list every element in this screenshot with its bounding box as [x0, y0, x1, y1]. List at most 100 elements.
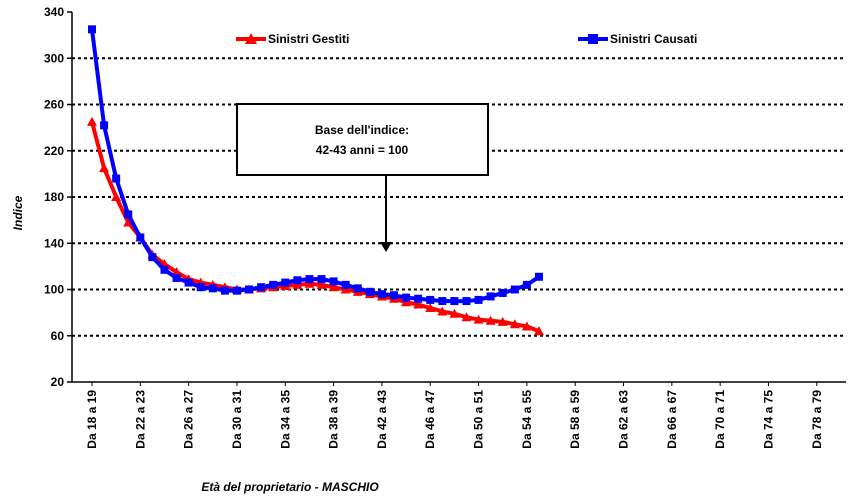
point-sinistri-gestiti-31	[461, 312, 472, 322]
grid-layer	[72, 57, 846, 337]
point-sinistri-causati-12	[232, 286, 241, 295]
point-sinistri-gestiti-19	[316, 279, 327, 289]
point-sinistri-gestiti-1	[99, 163, 110, 173]
point-sinistri-gestiti-2	[111, 192, 122, 201]
x-tick-label-da-30-a-31: Da 30 a 31	[230, 390, 244, 449]
series-sinistri-causati	[88, 25, 543, 306]
point-sinistri-causati-10	[208, 284, 217, 293]
y-tick-label-180: 180	[44, 190, 64, 204]
point-sinistri-causati-22	[353, 284, 362, 293]
x-tick-label-da-22-a-23: Da 22 a 23	[133, 390, 147, 449]
point-sinistri-gestiti-26	[401, 297, 412, 307]
x-tick-label-da-42-a-43: Da 42 a 43	[375, 390, 389, 449]
point-sinistri-gestiti-28	[425, 303, 436, 312]
point-sinistri-causati-7	[172, 273, 181, 282]
legend-marker-sinistri-causati	[588, 34, 598, 44]
point-sinistri-causati-6	[160, 265, 169, 274]
point-sinistri-gestiti-29	[437, 306, 448, 316]
point-sinistri-causati-25	[390, 291, 398, 300]
point-sinistri-causati-33	[486, 292, 495, 301]
x-tick-label-da-46-a-47: Da 46 a 47	[423, 390, 437, 449]
point-sinistri-causati-3	[124, 210, 133, 219]
y-tick-labels: 20 60 100 140 180 220 260 300 340	[44, 5, 64, 389]
x-tick-label-da-18-a-19: Da 18 a 19	[85, 390, 99, 449]
point-sinistri-gestiti-0	[87, 116, 97, 126]
point-sinistri-causati-24	[377, 290, 386, 299]
axis-layer	[67, 11, 846, 386]
annotation: Base dell'indice: 42-43 anni = 100	[236, 103, 489, 252]
point-sinistri-causati-23	[365, 287, 374, 296]
x-tick-label-da-74-a-75: Da 74 a 75	[761, 390, 775, 449]
point-sinistri-causati-27	[414, 294, 423, 303]
x-tick-label-da-78-a-79: Da 78 a 79	[810, 390, 824, 449]
series-layer	[87, 25, 544, 336]
point-sinistri-causati-35	[510, 285, 519, 294]
annotation-box	[236, 103, 489, 176]
y-axis-title: Indice	[11, 195, 25, 230]
point-sinistri-causati-14	[257, 283, 266, 292]
y-tick-label-220: 220	[44, 144, 64, 158]
legend-label-sinistri-gestiti: Sinistri Gestiti	[268, 32, 349, 46]
point-sinistri-gestiti-30	[449, 308, 460, 318]
point-sinistri-gestiti-32	[473, 314, 484, 324]
x-tick-label-da-50-a-51: Da 50 a 51	[472, 390, 486, 449]
point-sinistri-causati-19	[317, 275, 326, 284]
point-sinistri-gestiti-33	[485, 315, 496, 325]
point-sinistri-gestiti-20	[328, 282, 339, 292]
legend-marker-sinistri-gestiti	[245, 33, 257, 44]
annotation-line-1: Base dell'indice:	[315, 123, 409, 137]
point-sinistri-causati-9	[196, 283, 205, 292]
y-tick-label-300: 300	[44, 51, 64, 65]
point-sinistri-gestiti-37	[533, 326, 544, 336]
point-sinistri-causati-13	[245, 285, 254, 294]
legend: Sinistri Gestiti Sinistri Causati	[236, 32, 697, 46]
x-tick-labels: Da 18 a 19 Da 22 a 23 Da 26 a 27 Da 30 a 31…	[85, 390, 824, 449]
point-sinistri-gestiti-34	[497, 316, 508, 326]
x-axis-title: Età del proprietario - MASCHIO	[201, 480, 379, 494]
point-sinistri-causati-5	[148, 253, 157, 262]
point-sinistri-causati-36	[522, 280, 531, 289]
legend-label-sinistri-causati: Sinistri Causati	[610, 32, 697, 46]
point-sinistri-gestiti-18	[304, 278, 315, 288]
point-sinistri-gestiti-21	[340, 284, 351, 294]
y-tick-label-140: 140	[44, 236, 64, 250]
point-sinistri-causati-2	[112, 174, 121, 183]
x-tick-label-da-38-a-39: Da 38 a 39	[327, 390, 341, 449]
point-sinistri-gestiti-27	[413, 299, 424, 309]
annotation-arrowhead	[380, 242, 392, 252]
point-sinistri-gestiti-3	[123, 217, 134, 227]
point-sinistri-causati-4	[136, 233, 145, 242]
x-tick-label-da-70-a-71: Da 70 a 71	[713, 390, 727, 449]
point-sinistri-causati-1	[100, 121, 109, 130]
point-sinistri-causati-18	[305, 275, 314, 284]
point-sinistri-causati-21	[341, 280, 350, 289]
x-tick-label-da-66-a-67: Da 66 a 67	[665, 390, 679, 449]
y-tick-label-20: 20	[51, 375, 65, 389]
x-tick-label-da-54-a-55: Da 54 a 55	[520, 390, 534, 449]
point-sinistri-causati-8	[184, 278, 193, 287]
y-tick-label-260: 260	[44, 98, 64, 112]
x-tick-label-da-58-a-59: Da 58 a 59	[568, 390, 582, 449]
point-sinistri-causati-30	[450, 297, 459, 306]
x-tick-label-da-26-a-27: Da 26 a 27	[182, 390, 196, 449]
point-sinistri-causati-16	[281, 278, 290, 287]
point-sinistri-gestiti-36	[521, 321, 532, 331]
point-sinistri-causati-26	[402, 293, 411, 302]
point-sinistri-gestiti-17	[292, 279, 303, 289]
point-sinistri-causati-32	[474, 295, 483, 304]
point-sinistri-causati-29	[438, 297, 447, 306]
point-sinistri-causati-15	[269, 280, 278, 289]
annotation-line-2: 42-43 anni = 100	[316, 143, 409, 157]
x-tick-label-da-34-a-35: Da 34 a 35	[278, 390, 292, 449]
point-sinistri-gestiti-35	[509, 319, 520, 329]
x-tick-label-da-62-a-63: Da 62 a 63	[617, 390, 631, 449]
point-sinistri-causati-28	[426, 295, 435, 304]
point-sinistri-causati-31	[462, 297, 471, 306]
point-sinistri-causati-11	[220, 286, 229, 295]
y-tick-label-340: 340	[44, 5, 64, 19]
point-sinistri-causati-0	[88, 25, 96, 34]
point-sinistri-causati-37	[534, 272, 543, 281]
point-sinistri-causati-17	[293, 276, 302, 285]
y-tick-label-60: 60	[51, 329, 65, 343]
